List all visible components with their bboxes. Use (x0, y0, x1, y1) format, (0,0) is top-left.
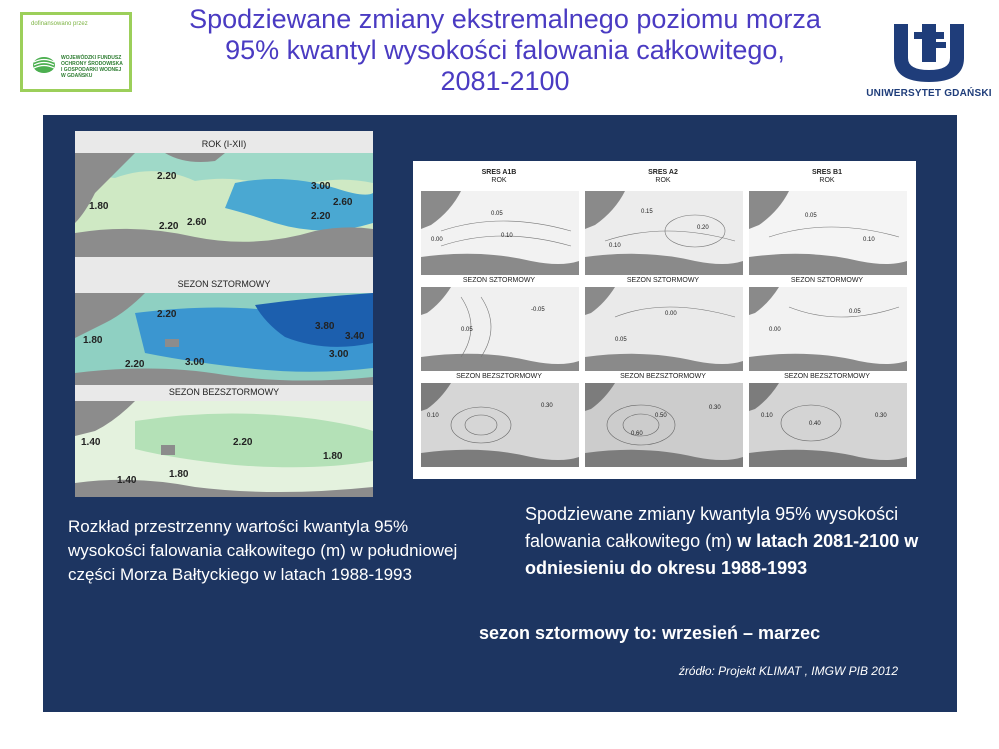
contour-label: 1.80 (89, 201, 109, 212)
row-label: SEZON SZTORMOWY (462, 277, 536, 284)
logo-org-name: WOJEWÓDZKI FUNDUSZ OCHRONY ŚRODOWISKA I … (61, 55, 123, 79)
row-label: SEZON SZTORMOWY (626, 277, 700, 284)
contour-label: 3.80 (315, 321, 335, 332)
map-calm-season (75, 401, 373, 497)
logo-funding-text: dofinansowano przez (31, 21, 88, 27)
map-label-calm: SEZON BEZSZTORMOWY (168, 387, 280, 397)
map-cell: 0.10 0.40 0.30 (749, 383, 907, 467)
map-cell: 0.00 0.05 (749, 287, 907, 371)
contour-label: 3.00 (329, 349, 349, 360)
row-label: SEZON BEZSZTORMOWY (456, 373, 542, 380)
sres-change-maps: SRES A1B ROK SRES A2 ROK SRES B1 ROK 0.0… (413, 161, 916, 479)
source-note: źródło: Projekt KLIMAT , IMGW PIB 2012 (678, 664, 898, 678)
left-caption: Rozkład przestrzenny wartości kwantyla 9… (68, 517, 458, 584)
right-caption-bold: w latach 2081-2100 w odniesieniu do okre… (525, 531, 919, 578)
map-cell: 0.15 0.20 0.10 (585, 191, 743, 275)
row-label: SEZON SZTORMOWY (790, 277, 864, 284)
content-panel: ROK (I-XII) 2.20 1.80 2.20 2.60 3.00 2.6… (43, 115, 957, 712)
fish-logo-icon (33, 57, 55, 73)
contour-label: 3.40 (345, 331, 365, 342)
right-caption-normal: Spodziewane zmiany kwantyla 95% wysokośc… (525, 504, 899, 551)
contour-label: 3.00 (311, 181, 331, 192)
contour-label: 2.20 (311, 211, 331, 222)
contour-label: 2.20 (125, 359, 145, 370)
title-line-3: 2081-2100 (440, 66, 570, 96)
map-cell: 0.10 0.30 (421, 383, 579, 467)
title-line-2: 95% kwantyl wysokości falowania całkowit… (225, 35, 785, 65)
contour-label: 1.80 (169, 469, 189, 480)
storm-season-note: sezon sztormowy to: wrzesień – marzec (479, 623, 821, 643)
map-label-storm: SEZON SZTORMOWY (177, 279, 271, 289)
contour-label: 1.40 (81, 437, 101, 448)
wfosigw-logo: dofinansowano przez WOJEWÓDZKI FUNDUSZ O… (20, 12, 132, 92)
column-header: SRES B1 ROK (812, 169, 842, 184)
map-cell: 0.05 0.00 0.10 (421, 191, 579, 275)
slide-title: Spodziewane zmiany ekstremalnego poziomu… (120, 4, 890, 97)
row-label: SEZON BEZSZTORMOWY (784, 373, 870, 380)
contour-label: 2.20 (157, 309, 177, 320)
right-caption: Spodziewane zmiany kwantyla 95% wysokośc… (525, 501, 945, 582)
column-header: SRES A1B ROK (481, 169, 517, 184)
map-cell: 0.05 -0.05 (421, 287, 579, 371)
contour-label: 2.60 (187, 217, 207, 228)
contour-label: 1.80 (83, 335, 103, 346)
map-cell: 0.50 0.60 0.30 (585, 383, 743, 467)
map-storm-season (75, 293, 373, 385)
wave-height-maps: ROK (I-XII) 2.20 1.80 2.20 2.60 3.00 2.6… (75, 131, 373, 497)
ug-logo-caption: UNIWERSYTET GDAŃSKI (866, 88, 992, 99)
column-header: SRES A2 ROK (648, 169, 678, 184)
ug-logo: UNIWERSYTET GDAŃSKI (866, 20, 992, 106)
contour-label: 1.80 (323, 451, 343, 462)
contour-label: 2.20 (157, 171, 177, 182)
ug-crest-icon (894, 24, 964, 82)
title-line-1: Spodziewane zmiany ekstremalnego poziomu… (189, 4, 821, 34)
row-label: SEZON BEZSZTORMOWY (620, 373, 706, 380)
map-label-year: ROK (I-XII) (201, 139, 247, 149)
contour-label: 1.40 (117, 475, 137, 486)
contour-label: 3.00 (185, 357, 205, 368)
map-cell: 0.00 0.05 (585, 287, 743, 371)
map-cell: 0.05 0.10 (749, 191, 907, 275)
map-year (75, 153, 373, 257)
contour-label: 2.20 (159, 221, 179, 232)
contour-label: 2.60 (333, 197, 353, 208)
contour-label: 2.20 (233, 437, 253, 448)
